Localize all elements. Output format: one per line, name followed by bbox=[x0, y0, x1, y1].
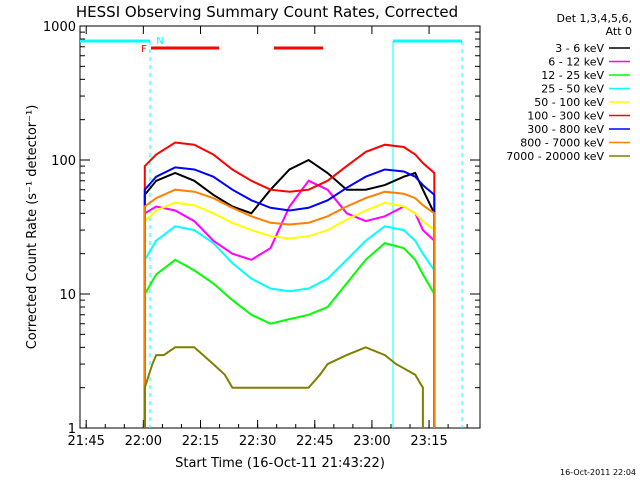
legend-label: 800 - 7000 keV bbox=[520, 137, 604, 150]
flag-n: N bbox=[156, 36, 163, 47]
flag-f: F bbox=[141, 44, 147, 55]
x-tick-label: 21:45 bbox=[67, 434, 104, 449]
series-line-5 bbox=[143, 141, 436, 428]
y-tick-label: 1 bbox=[68, 422, 76, 437]
series-line-4 bbox=[143, 201, 436, 428]
chart-title: HESSI Observing Summary Count Rates, Cor… bbox=[76, 3, 458, 21]
y-tick-label: 10 bbox=[59, 288, 76, 303]
x-tick-label: 22:45 bbox=[296, 434, 333, 449]
observing-flags: FN bbox=[80, 36, 463, 428]
legend-label: 25 - 50 keV bbox=[541, 83, 604, 96]
series-line-0 bbox=[143, 158, 436, 428]
legend-label: 12 - 25 keV bbox=[541, 69, 604, 82]
legend-label: 300 - 800 keV bbox=[527, 123, 604, 136]
legend-label: 7000 - 20000 keV bbox=[506, 150, 604, 163]
x-axis-label: Start Time (16-Oct-11 21:43:22) bbox=[175, 456, 385, 471]
x-tick-label: 22:00 bbox=[125, 434, 162, 449]
series-line-7 bbox=[143, 188, 436, 428]
legend-label: 6 - 12 keV bbox=[548, 56, 604, 69]
x-tick-label: 22:30 bbox=[239, 434, 276, 449]
series-layer bbox=[143, 141, 436, 428]
series-line-3 bbox=[143, 225, 436, 428]
series-line-6 bbox=[143, 166, 436, 428]
y-tick-label: 1000 bbox=[43, 20, 76, 35]
x-tick-label: 23:15 bbox=[410, 434, 447, 449]
legend-label: 3 - 6 keV bbox=[555, 42, 604, 55]
series-line-1 bbox=[143, 179, 436, 428]
x-axis: 21:45 22:00 22:15 22:30 22:45 23:00 23:15 bbox=[67, 26, 468, 449]
x-tick-label: 23:00 bbox=[353, 434, 390, 449]
y-tick-label: 100 bbox=[51, 154, 76, 169]
series-line-2 bbox=[143, 241, 436, 428]
y-axis: 1 10 100 1000 bbox=[43, 20, 480, 437]
x-tick-label: 22:15 bbox=[182, 434, 219, 449]
series-line-8 bbox=[143, 346, 424, 428]
legend-label: 100 - 300 keV bbox=[527, 110, 604, 123]
footer-timestamp: 16-Oct-2011 22:04 bbox=[560, 468, 636, 477]
legend-header-2: Att 0 bbox=[606, 25, 632, 38]
plot-frame bbox=[79, 25, 481, 429]
legend-header-1: Det 1,3,4,5,6, bbox=[556, 12, 632, 25]
legend-label: 50 - 100 keV bbox=[534, 96, 604, 109]
y-axis-label: Corrected Count Rate (s⁻¹ detector⁻¹) bbox=[25, 105, 40, 350]
